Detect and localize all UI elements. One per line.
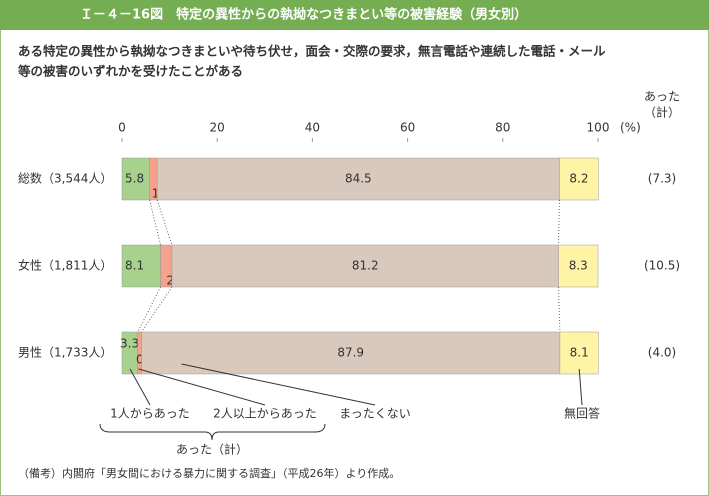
leader-line — [138, 368, 266, 406]
bar-segment — [559, 331, 599, 375]
x-tick-label: 80 — [495, 121, 510, 135]
data-label: 81.2 — [352, 259, 379, 273]
x-tick-label: 100 — [587, 121, 610, 135]
bar-segment — [121, 244, 161, 288]
chart-title: Ｉ－４－16図 特定の異性からの執拗なつきまとい等の被害経験（男女別） — [80, 7, 527, 23]
x-tick-label: 40 — [305, 121, 320, 135]
subtitle: ある特定の異性から執拗なつきまといや待ち伏せ，面会・交際の要求，無言電話や連続し… — [18, 44, 606, 59]
connector — [156, 199, 173, 246]
x-tick-label: 60 — [400, 121, 415, 135]
legend-label: 2人以上からあった — [213, 407, 317, 421]
connector — [141, 286, 173, 333]
title-band — [0, 0, 709, 30]
data-label: 8.1 — [125, 259, 144, 273]
bar-segment — [121, 157, 150, 201]
note: （備考）内閣府「男女間における暴力に関する調査」（平成26年）より作成。 — [18, 466, 400, 480]
leader-line — [129, 368, 151, 406]
bar-segment — [141, 331, 561, 375]
total-label: (4.0) — [648, 346, 676, 360]
x-tick-label: 20 — [210, 121, 225, 135]
legend-label: 無回答 — [564, 406, 600, 421]
category-label: 女性（1,811人） — [18, 258, 112, 273]
data-label: 84.5 — [345, 172, 372, 186]
legend-label: 1人からあった — [110, 407, 190, 421]
connector — [137, 286, 162, 333]
x-tick-label: 0 — [118, 121, 126, 135]
bar-segment — [559, 157, 599, 201]
subtitle: 等の被害のいずれかを受けたことがある — [17, 64, 243, 79]
totals-header: （計） — [644, 105, 680, 120]
total-label: (7.3) — [648, 172, 676, 186]
data-label: 8.3 — [569, 259, 588, 273]
data-label: 87.9 — [337, 346, 364, 360]
x-unit: (%) — [620, 121, 641, 135]
category-label: 総数（3,544人） — [18, 171, 112, 186]
total-label: (10.5) — [644, 259, 680, 273]
leader-line — [578, 368, 583, 406]
bar-segment — [171, 244, 559, 288]
bar-segment — [558, 244, 599, 288]
bracket-label: あった（計） — [176, 442, 248, 457]
data-label: 5.8 — [125, 172, 144, 186]
legend-label: まったくない — [339, 407, 411, 421]
bracket — [99, 423, 326, 441]
data-label: 3.3 — [120, 337, 139, 351]
leader-line — [181, 363, 376, 406]
totals-header: あった — [644, 90, 680, 104]
data-label: 8.1 — [570, 346, 589, 360]
data-label: 8.2 — [569, 172, 588, 186]
category-label: 男性（1,733人） — [18, 346, 112, 360]
